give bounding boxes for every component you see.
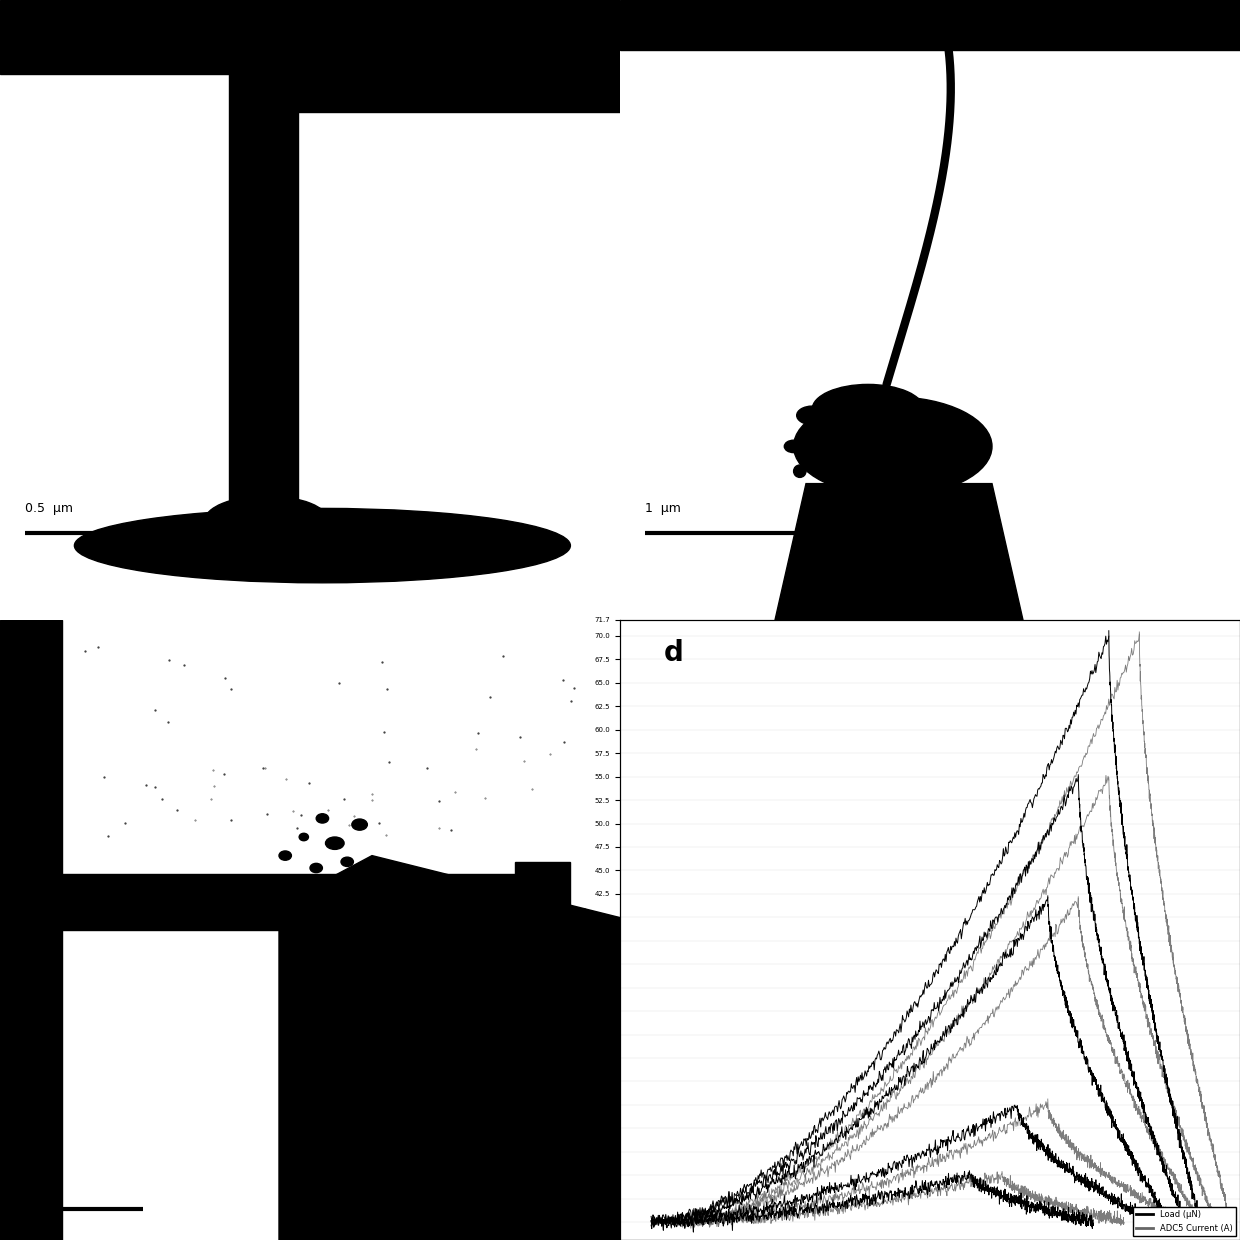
Ellipse shape (812, 384, 924, 434)
Ellipse shape (279, 851, 291, 861)
Text: 1 μm: 1 μm (19, 1178, 51, 1190)
Ellipse shape (299, 833, 309, 841)
Ellipse shape (316, 813, 329, 823)
Bar (298, 74, 620, 112)
Legend: Load (μN), ADC5 Current (A): Load (μN), ADC5 Current (A) (1133, 1207, 1236, 1236)
Ellipse shape (205, 496, 329, 546)
Bar (0, 0, 620, 74)
Polygon shape (279, 856, 620, 1240)
Text: d: d (663, 639, 683, 667)
Polygon shape (775, 484, 1023, 620)
Ellipse shape (325, 837, 345, 849)
Ellipse shape (268, 877, 278, 884)
Ellipse shape (797, 407, 828, 424)
Ellipse shape (310, 863, 322, 873)
Text: c: c (12, 632, 29, 661)
Text: b: b (632, 19, 652, 47)
Y-axis label: Load (μN): Load (μN) (579, 906, 589, 954)
Bar (62, 874, 527, 930)
Bar (515, 862, 570, 949)
Bar (620, 0, 1240, 50)
Ellipse shape (74, 508, 570, 583)
Bar (0, 620, 62, 1240)
Text: 1  μm: 1 μm (645, 502, 681, 515)
Text: a: a (12, 19, 31, 47)
Text: 0.5  μm: 0.5 μm (25, 502, 73, 515)
Ellipse shape (794, 397, 992, 496)
Ellipse shape (352, 818, 367, 831)
Ellipse shape (785, 440, 804, 453)
Ellipse shape (341, 857, 353, 867)
Bar (229, 74, 298, 533)
Ellipse shape (794, 465, 806, 477)
